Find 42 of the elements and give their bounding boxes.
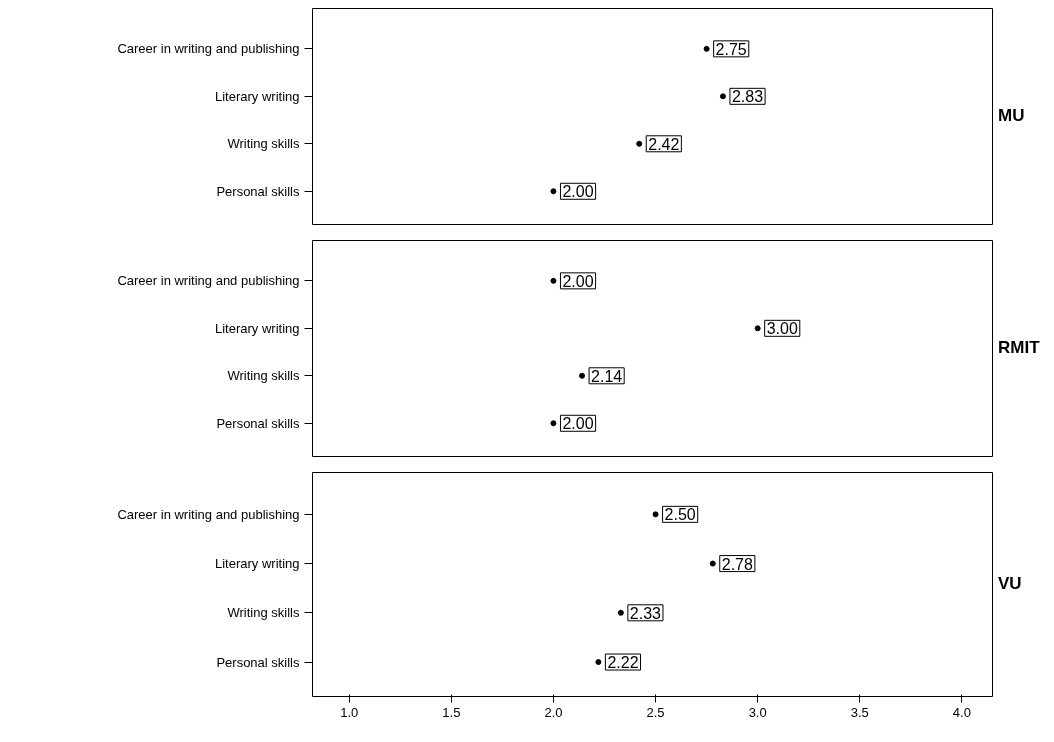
point <box>550 188 557 195</box>
y-tick-label: Writing skills <box>227 368 300 384</box>
data-label: 2.22 <box>607 654 639 672</box>
y-tick-label: Career in writing and publishing <box>117 273 300 289</box>
point <box>709 560 716 567</box>
y-tick-label: Literary writing <box>214 88 300 104</box>
x-tick-label: 3.5 <box>850 704 869 720</box>
y-tick-label: Writing skills <box>227 605 300 621</box>
x-tick-label: 2.0 <box>544 704 563 720</box>
text: VU <box>998 573 1022 595</box>
data-label: 2.33 <box>629 604 662 622</box>
point <box>636 140 643 147</box>
y-tick-label: Personal skills <box>216 183 300 199</box>
y-tick-label: Literary writing <box>214 320 300 336</box>
point <box>652 511 659 518</box>
data-label: 2.00 <box>562 272 594 290</box>
y-tick-label: Personal skills <box>216 654 300 670</box>
y-tick-label: Personal skills <box>216 415 300 431</box>
data-label: 2.00 <box>562 415 594 433</box>
y-tick-label: Career in writing and publishing <box>117 506 300 522</box>
y-tick-label: Writing skills <box>227 136 300 152</box>
x-tick-label: 2.5 <box>646 704 665 720</box>
x-tick-label: 1.0 <box>340 704 359 720</box>
text: RMIT <box>998 337 1040 359</box>
data-label: 2.42 <box>648 135 680 153</box>
point <box>703 45 710 52</box>
data-label: 2.50 <box>664 506 696 524</box>
point <box>617 609 624 616</box>
point <box>719 93 726 100</box>
data-label: 2.75 <box>715 40 747 58</box>
data-label: 2.78 <box>721 555 753 573</box>
x-tick-label: 1.5 <box>442 704 461 720</box>
x-tick-label: 4.0 <box>952 704 971 720</box>
x-tick-label: 3.0 <box>748 704 767 720</box>
data-label: 2.83 <box>731 88 764 106</box>
data-label: 2.14 <box>591 367 623 385</box>
data-label: 3.00 <box>766 320 798 338</box>
y-tick-label: Career in writing and publishing <box>117 41 300 57</box>
data-label: 2.00 <box>562 183 594 201</box>
y-tick-label: Literary writing <box>214 556 300 572</box>
point <box>595 659 602 666</box>
text: MU <box>998 105 1025 127</box>
